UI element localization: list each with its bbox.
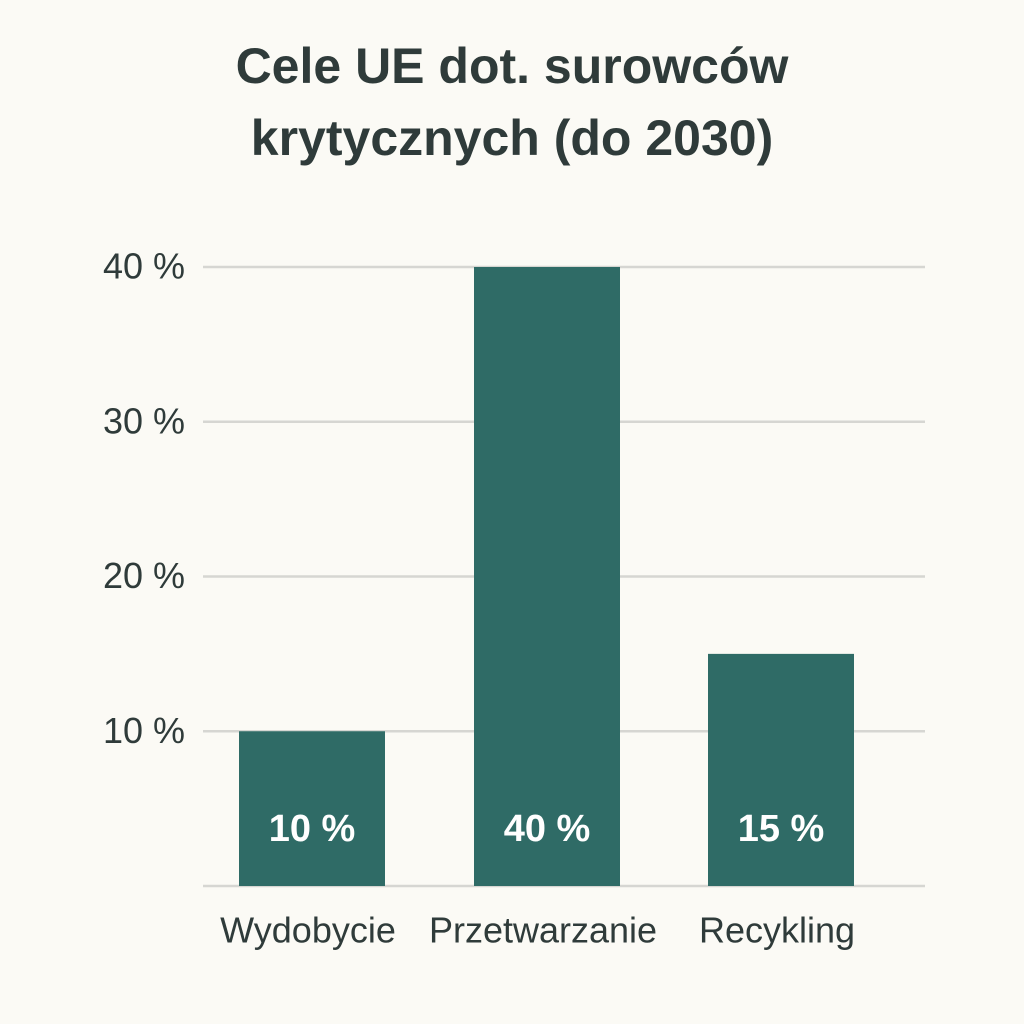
x-tick-label: Przetwarzanie bbox=[429, 910, 657, 951]
bar bbox=[239, 731, 385, 886]
chart-title: Cele UE dot. surowców krytycznych (do 20… bbox=[235, 38, 789, 166]
value-label: 15 % bbox=[738, 808, 825, 850]
y-tick-label: 10 % bbox=[103, 710, 185, 751]
x-tick-label: Wydobycie bbox=[220, 910, 396, 951]
y-tick-label: 40 % bbox=[103, 246, 185, 287]
bar bbox=[474, 267, 620, 886]
bar bbox=[708, 653, 854, 886]
y-tick-label: 20 % bbox=[103, 555, 185, 596]
y-tick-label: 30 % bbox=[103, 400, 185, 441]
value-label: 40 % bbox=[504, 808, 591, 850]
x-tick-label: Recykling bbox=[699, 910, 855, 951]
value-label: 10 % bbox=[269, 808, 356, 850]
